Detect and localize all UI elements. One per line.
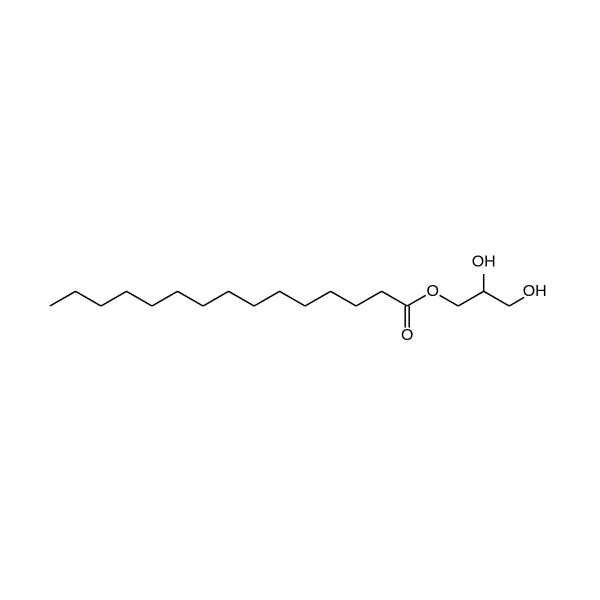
bond-line <box>331 291 357 306</box>
atom-label: O <box>401 327 413 344</box>
bond-line <box>229 291 255 306</box>
atom-label: O <box>426 283 438 300</box>
atom-label: OH <box>472 253 496 270</box>
bond-line <box>458 291 484 306</box>
bond-line <box>484 291 510 306</box>
atom-label: OH <box>523 283 547 300</box>
bond-line <box>76 291 102 306</box>
bond-line <box>382 291 408 306</box>
bond-line <box>101 291 127 306</box>
bond-line <box>280 291 306 306</box>
bond-line <box>356 291 382 306</box>
bond-line <box>305 291 331 306</box>
bond-line <box>407 295 426 306</box>
bond-line <box>50 291 76 306</box>
bond-line <box>203 291 229 306</box>
bond-line <box>152 291 178 306</box>
bond-line <box>178 291 204 306</box>
molecule-canvas: O O OH OH <box>0 0 600 600</box>
bond-line <box>127 291 153 306</box>
bond-line <box>440 295 459 306</box>
bond-line <box>254 291 280 306</box>
